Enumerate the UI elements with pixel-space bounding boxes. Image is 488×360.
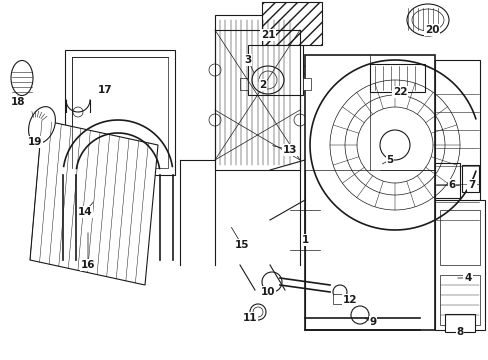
Text: 17: 17	[98, 85, 112, 95]
Circle shape	[293, 114, 305, 126]
Text: 5: 5	[386, 155, 393, 165]
Text: 12: 12	[342, 295, 357, 305]
Circle shape	[259, 71, 276, 89]
Bar	[303, 78, 310, 90]
Circle shape	[293, 64, 305, 76]
Polygon shape	[72, 57, 168, 168]
Circle shape	[208, 114, 221, 126]
Ellipse shape	[28, 107, 55, 143]
Polygon shape	[65, 50, 175, 175]
Bar	[434, 200, 484, 330]
Bar	[247, 45, 303, 95]
Text: 22: 22	[392, 87, 407, 97]
Bar	[262, 2, 321, 45]
Circle shape	[262, 272, 282, 292]
Text: 10: 10	[260, 287, 275, 297]
Circle shape	[249, 304, 265, 320]
Text: 16: 16	[81, 260, 95, 270]
Circle shape	[73, 107, 83, 117]
Text: 15: 15	[234, 240, 249, 250]
Polygon shape	[461, 165, 478, 192]
Bar	[439, 275, 479, 325]
Text: 18: 18	[11, 97, 25, 107]
Bar	[240, 78, 247, 90]
Text: 9: 9	[368, 317, 376, 327]
Bar	[434, 163, 459, 198]
Circle shape	[208, 64, 221, 76]
Text: 8: 8	[455, 327, 463, 337]
Ellipse shape	[251, 66, 284, 94]
Text: 19: 19	[28, 137, 42, 147]
Ellipse shape	[411, 9, 443, 31]
Polygon shape	[30, 120, 158, 285]
Circle shape	[379, 130, 409, 160]
Bar	[439, 210, 479, 265]
Text: 14: 14	[78, 207, 92, 217]
Bar	[369, 64, 424, 92]
Ellipse shape	[11, 60, 33, 95]
Text: 11: 11	[242, 313, 257, 323]
Bar	[444, 314, 474, 332]
Text: 7: 7	[468, 180, 475, 190]
Text: 4: 4	[464, 273, 471, 283]
Bar	[434, 60, 479, 230]
Text: 2: 2	[259, 80, 266, 90]
Text: 1: 1	[301, 235, 308, 245]
Text: 20: 20	[424, 25, 438, 35]
Text: 13: 13	[282, 145, 297, 155]
Text: 3: 3	[244, 55, 251, 65]
Text: 21: 21	[260, 30, 275, 40]
Circle shape	[332, 285, 346, 299]
Ellipse shape	[406, 4, 448, 36]
Text: 6: 6	[447, 180, 455, 190]
Circle shape	[252, 307, 263, 317]
Circle shape	[350, 306, 368, 324]
Bar	[215, 15, 299, 170]
Bar	[332, 294, 346, 304]
Polygon shape	[305, 55, 434, 330]
